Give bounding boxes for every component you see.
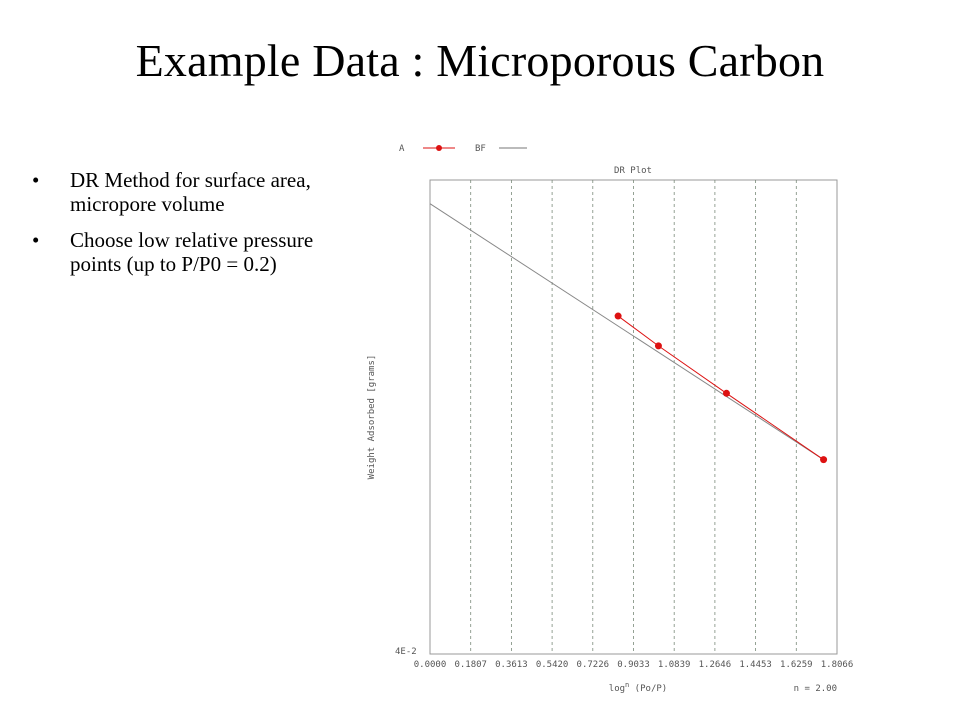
x-tick-labels: 0.0000 0.1807 0.3613 0.5420 0.7226 0.9033 1.08… bbox=[414, 660, 854, 670]
grid-lines bbox=[470, 180, 797, 654]
x-tick-label: 1.8066 bbox=[821, 660, 854, 670]
data-point bbox=[614, 312, 622, 320]
legend-label-a: A bbox=[399, 144, 405, 154]
x-tick-label: 0.3613 bbox=[495, 660, 528, 670]
x-tick-label: 0.0000 bbox=[414, 660, 447, 670]
dr-plot-chart: A BF DR Plot Weight Adsorbed [grams] 4E-… bbox=[367, 144, 854, 694]
x-tick-label: 1.0839 bbox=[658, 660, 691, 670]
bullet-text: DR Method for surface area, micropore vo… bbox=[70, 168, 311, 216]
data-point bbox=[654, 342, 662, 350]
x-axis-label-rest: (Po/P) bbox=[629, 684, 667, 694]
x-tick-label: 0.7226 bbox=[577, 660, 610, 670]
bullet-dot-icon: • bbox=[32, 228, 40, 252]
x-tick-label: 0.1807 bbox=[454, 660, 487, 670]
series-a-line bbox=[617, 315, 824, 461]
x-tick-label: 1.4453 bbox=[739, 660, 772, 670]
best-fit-line bbox=[429, 203, 824, 461]
x-axis-label-superscript: n bbox=[625, 681, 629, 689]
chart-legend: A BF bbox=[399, 144, 527, 154]
y-min-label: 4E-2 bbox=[395, 647, 417, 657]
bullet-item: • Choose low relative pressure points (u… bbox=[30, 228, 340, 276]
legend-label-bf: BF bbox=[475, 144, 486, 154]
x-axis-label: logn (Po/P) bbox=[609, 681, 667, 694]
y-axis-label: Weight Adsorbed [grams] bbox=[367, 355, 377, 480]
legend-marker-a bbox=[436, 145, 442, 151]
bullet-item: • DR Method for surface area, micropore … bbox=[30, 168, 340, 216]
series-layer bbox=[429, 203, 828, 464]
slide-title: Example Data : Microporous Carbon bbox=[135, 35, 825, 86]
n-exponent-label: n = 2.00 bbox=[794, 684, 837, 694]
chart-title: DR Plot bbox=[614, 166, 652, 176]
bullet-text: Choose low relative pressure points (up … bbox=[70, 228, 314, 276]
x-tick-label: 1.6259 bbox=[780, 660, 813, 670]
x-axis-label-log: log bbox=[609, 684, 625, 694]
bullet-list: • DR Method for surface area, micropore … bbox=[30, 168, 340, 288]
data-point bbox=[820, 456, 828, 464]
x-tick-label: 1.2646 bbox=[699, 660, 732, 670]
x-tick-label: 0.5420 bbox=[536, 660, 569, 670]
data-point bbox=[722, 389, 730, 397]
x-tick-label: 0.9033 bbox=[617, 660, 650, 670]
bullet-dot-icon: • bbox=[32, 168, 40, 192]
